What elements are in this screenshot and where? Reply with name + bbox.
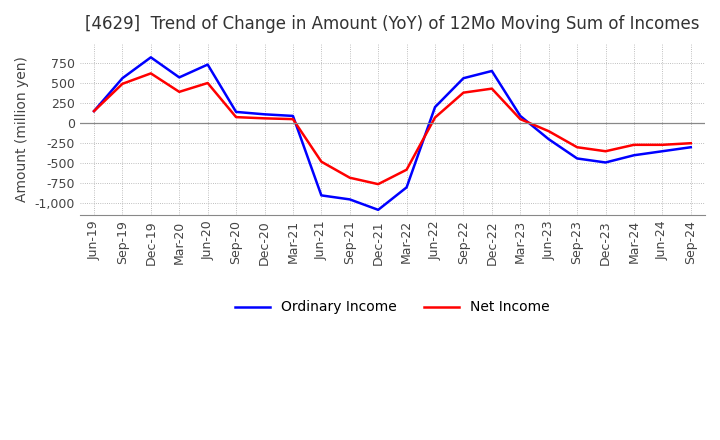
Ordinary Income [402,185,411,190]
Ordinary Income [146,55,155,60]
Ordinary Income [175,75,184,80]
Ordinary Income [374,207,382,213]
Net Income [573,145,582,150]
Ordinary Income [487,68,496,73]
Net Income [544,128,553,134]
Ordinary Income [516,113,525,118]
Ordinary Income [346,197,354,202]
Ordinary Income [203,62,212,67]
Ordinary Income [573,156,582,161]
Net Income [629,142,638,147]
Net Income [601,149,610,154]
Ordinary Income [658,149,667,154]
Net Income [402,167,411,172]
Ordinary Income [431,104,439,110]
Net Income [317,159,325,164]
Y-axis label: Amount (million yen): Amount (million yen) [15,56,29,202]
Title: [4629]  Trend of Change in Amount (YoY) of 12Mo Moving Sum of Incomes: [4629] Trend of Change in Amount (YoY) o… [85,15,700,33]
Ordinary Income [544,136,553,142]
Net Income [146,71,155,76]
Legend: Ordinary Income, Net Income: Ordinary Income, Net Income [230,295,555,320]
Net Income [686,140,695,146]
Ordinary Income [317,193,325,198]
Ordinary Income [601,160,610,165]
Line: Ordinary Income: Ordinary Income [94,57,690,210]
Net Income [516,117,525,122]
Net Income [658,142,667,147]
Net Income [232,114,240,120]
Ordinary Income [118,76,127,81]
Net Income [260,116,269,121]
Line: Net Income: Net Income [94,73,690,184]
Ordinary Income [686,145,695,150]
Net Income [90,109,99,114]
Net Income [289,117,297,122]
Net Income [374,182,382,187]
Ordinary Income [629,153,638,158]
Net Income [118,81,127,87]
Ordinary Income [90,109,99,114]
Net Income [346,175,354,180]
Ordinary Income [289,113,297,118]
Ordinary Income [232,109,240,114]
Net Income [459,90,468,95]
Net Income [431,115,439,120]
Net Income [203,81,212,86]
Ordinary Income [260,112,269,117]
Net Income [487,86,496,91]
Net Income [175,89,184,95]
Ordinary Income [459,76,468,81]
